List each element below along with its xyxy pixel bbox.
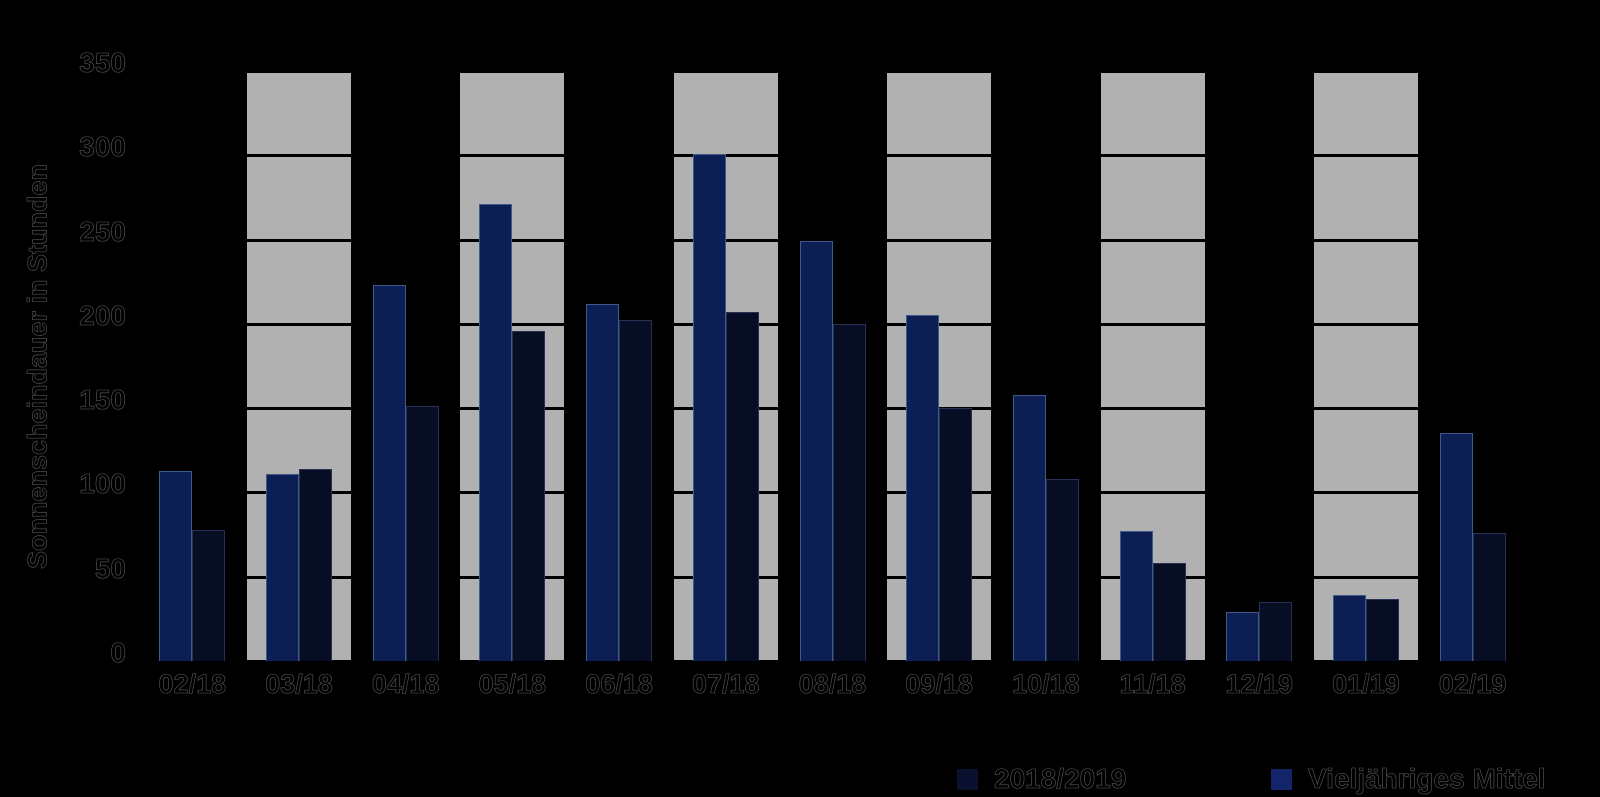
legend-label: 2018/2019: [994, 763, 1127, 794]
gridline-250: [139, 238, 1526, 242]
x-tick-label-07/18: 07/18: [692, 669, 760, 700]
bar-2018/2019-04/18: [372, 285, 406, 661]
x-tick-label-09/18: 09/18: [905, 669, 973, 700]
gridline-300: [139, 154, 1526, 158]
bar-2018/2019-01/19: [1332, 595, 1366, 661]
y-tick-label-200: 200: [79, 299, 126, 331]
legend-swatch-icon: [1271, 768, 1292, 790]
x-tick-label-11/18: 11/18: [1119, 669, 1186, 700]
bar-2018/2019-10/18: [1012, 394, 1046, 661]
bar-Vieljähriges Mittel-05/18: [512, 330, 546, 661]
bar-2018/2019-02/19: [1439, 433, 1473, 661]
x-tick-label-10/18: 10/18: [1012, 669, 1080, 700]
bar-2018/2019-06/18: [586, 303, 620, 661]
x-tick-label-12/19: 12/19: [1225, 669, 1294, 700]
gridline-350: [139, 70, 1526, 73]
y-tick-label-0: 0: [110, 637, 126, 668]
bar-Vieljähriges Mittel-07/18: [725, 312, 759, 661]
bar-Vieljähriges Mittel-01/19: [1365, 598, 1399, 661]
y-tick-label-300: 300: [79, 131, 126, 163]
y-tick-label-150: 150: [79, 384, 126, 416]
bar-Vieljähriges Mittel-09/18: [939, 408, 973, 661]
x-tick-label-05/18: 05/18: [478, 669, 547, 700]
x-tick-label-04/18: 04/18: [371, 669, 440, 700]
bar-2018/2019-08/18: [799, 241, 833, 661]
bar-Vieljähriges Mittel-10/18: [1045, 478, 1079, 661]
y-axis-title: Sonnenscheindauer in Stunden: [22, 163, 53, 570]
y-tick-label-250: 250: [79, 215, 126, 247]
bar-2018/2019-05/18: [479, 204, 513, 661]
bar-Vieljähriges Mittel-02/18: [192, 529, 226, 661]
x-tick-label-03/18: 03/18: [265, 669, 333, 700]
bar-2018/2019-07/18: [692, 153, 726, 661]
bar-Vieljähriges Mittel-02/19: [1472, 532, 1506, 661]
bar-2018/2019-09/18: [906, 315, 940, 661]
bar-Vieljähriges Mittel-08/18: [832, 323, 866, 661]
y-axis-line: [137, 71, 140, 661]
bar-2018/2019-03/18: [266, 473, 300, 661]
y-tick-label-100: 100: [79, 468, 126, 500]
bar-2018/2019-02/18: [159, 470, 193, 661]
legend-item-Vieljähriges Mittel: Vieljähriges Mittel: [1271, 763, 1546, 794]
y-tick-label-50: 50: [94, 552, 127, 584]
bar-Vieljähriges Mittel-03/18: [299, 468, 333, 661]
background-column-01/19: [1313, 71, 1418, 661]
bar-Vieljähriges Mittel-11/18: [1152, 563, 1186, 661]
x-tick-label-06/18: 06/18: [585, 669, 653, 700]
legend-swatch-icon: [957, 768, 978, 790]
bar-Vieljähriges Mittel-12/19: [1259, 602, 1293, 661]
x-tick-label-02/18: 02/18: [158, 669, 227, 700]
x-tick-label-08/18: 08/18: [798, 669, 867, 700]
legend-label: Vieljähriges Mittel: [1308, 763, 1546, 794]
x-axis-line: [139, 660, 1526, 663]
bar-Vieljähriges Mittel-04/18: [405, 406, 439, 661]
x-tick-label-02/19: 02/19: [1438, 669, 1507, 700]
background-column-11/18: [1100, 71, 1205, 661]
y-tick-label-350: 350: [79, 47, 126, 78]
legend-item-2018/2019: 2018/2019: [957, 763, 1127, 794]
bar-2018/2019-12/19: [1226, 612, 1260, 661]
bar-Vieljähriges Mittel-06/18: [619, 320, 653, 661]
bar-2018/2019-11/18: [1119, 531, 1153, 661]
x-tick-label-01/19: 01/19: [1332, 669, 1400, 700]
